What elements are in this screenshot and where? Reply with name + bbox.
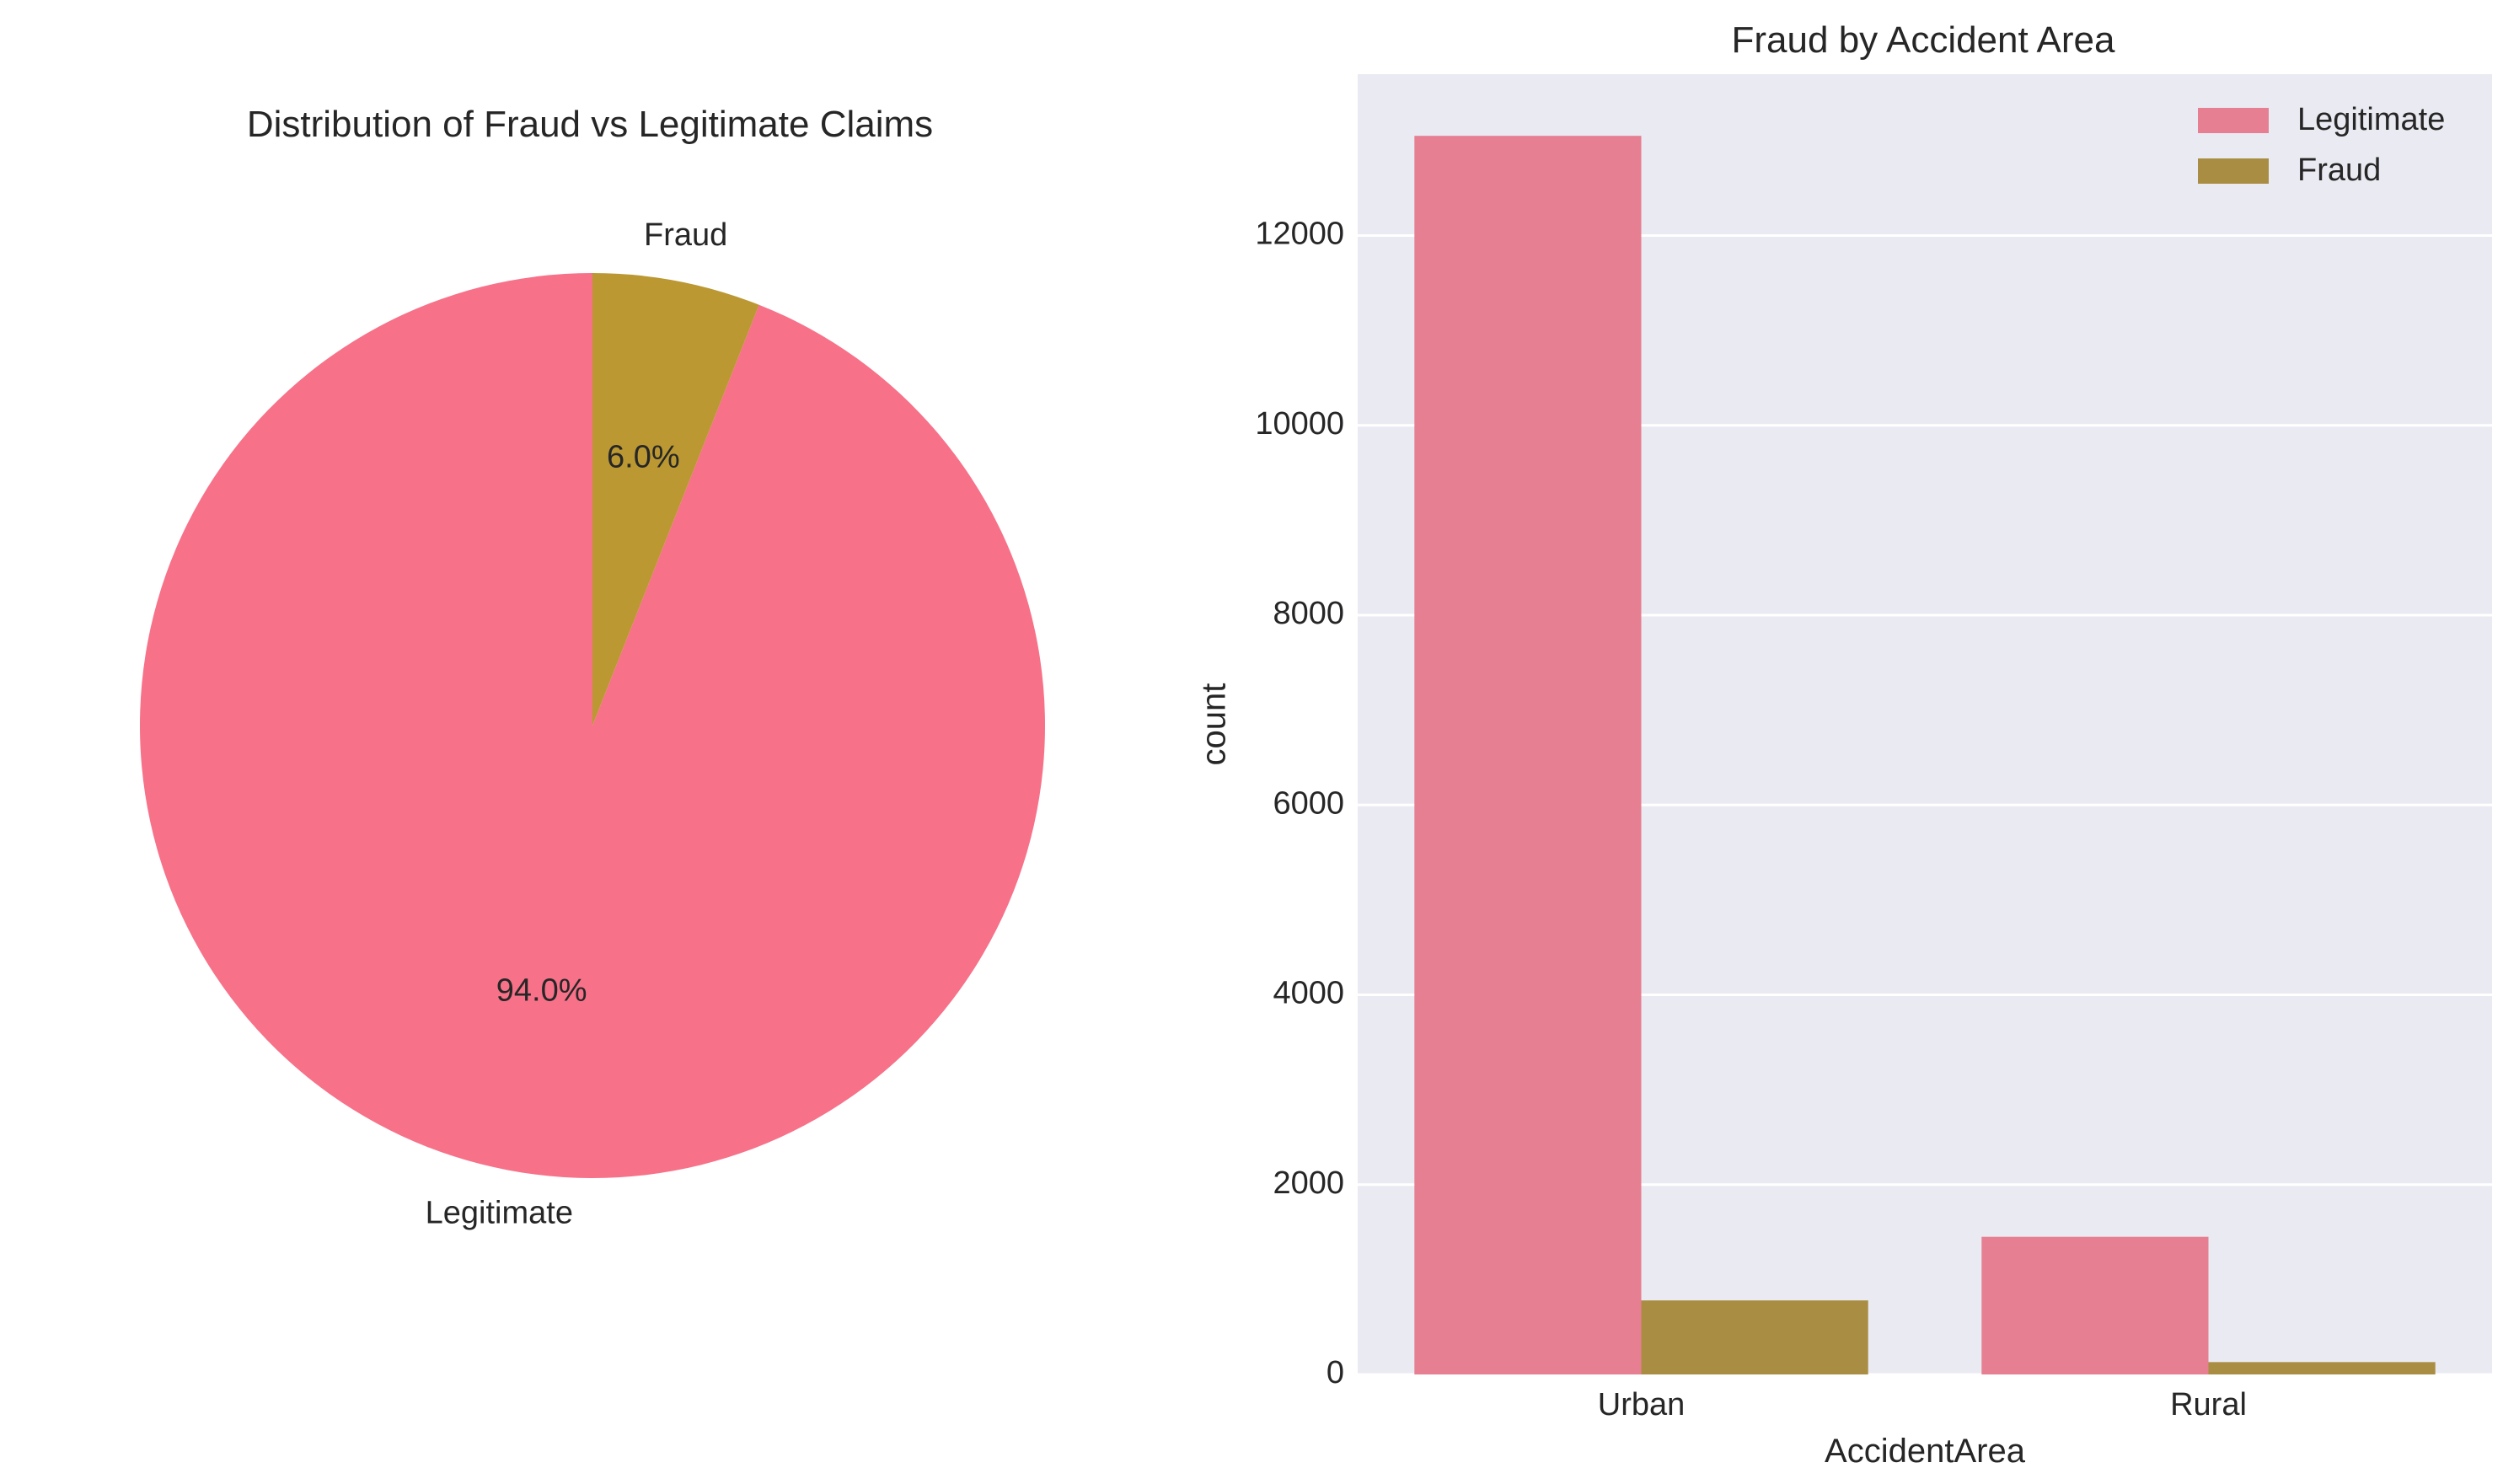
y-tick-label: 6000 (1273, 785, 1344, 821)
bars (1414, 136, 2436, 1375)
pie-slices (139, 273, 1046, 1179)
legend-swatch-fraud (2198, 158, 2269, 184)
pie-label-legitimate: Legitimate (426, 1195, 573, 1230)
y-tick-label: 12000 (1255, 216, 1344, 251)
pie-slice-fraud (592, 273, 759, 726)
legend-swatch-legitimate (2198, 108, 2269, 133)
pie-pct-legitimate: 94.0% (496, 973, 587, 1009)
pie-chart-title: Distribution of Fraud vs Legitimate Clai… (247, 104, 933, 145)
pie-label-fraud: Fraud (644, 217, 727, 253)
bar-legitimate-urban (1414, 136, 1642, 1375)
pie-chart: Distribution of Fraud vs Legitimate Clai… (139, 104, 1046, 1230)
y-axis-label: count (1196, 683, 1233, 766)
y-tick-label: 8000 (1273, 596, 1344, 631)
bar-chart: Fraud by Accident Area 0 2000 4000 6000 8000… (1196, 19, 2492, 1470)
bar-fraud-urban (1641, 1300, 1868, 1374)
bar-chart-title: Fraud by Accident Area (1732, 19, 2115, 61)
y-tick-label: 10000 (1255, 406, 1344, 442)
y-tick-label: 0 (1327, 1355, 1344, 1390)
legend-label-fraud: Fraud (2297, 153, 2381, 188)
legend-label-legitimate: Legitimate (2297, 102, 2445, 137)
pie-slice-legitimate (139, 273, 1046, 1179)
y-axis-ticks: 0 2000 4000 6000 8000 10000 12000 (1255, 216, 1344, 1390)
x-tick-label: Rural (2170, 1387, 2247, 1422)
bar-legitimate-rural (1981, 1236, 2209, 1374)
x-tick-label: Urban (1598, 1387, 1686, 1422)
y-tick-label: 2000 (1273, 1165, 1344, 1201)
y-tick-label: 4000 (1273, 976, 1344, 1011)
x-axis-label: AccidentArea (1825, 1433, 2026, 1470)
bar-fraud-rural (2208, 1362, 2436, 1374)
pie-pct-fraud: 6.0% (607, 440, 680, 475)
legend: Legitimate Fraud (2198, 102, 2445, 188)
pie-labels: Legitimate 94.0% Fraud 6.0% (426, 217, 728, 1230)
x-axis-ticks: Urban Rural (1598, 1387, 2247, 1422)
